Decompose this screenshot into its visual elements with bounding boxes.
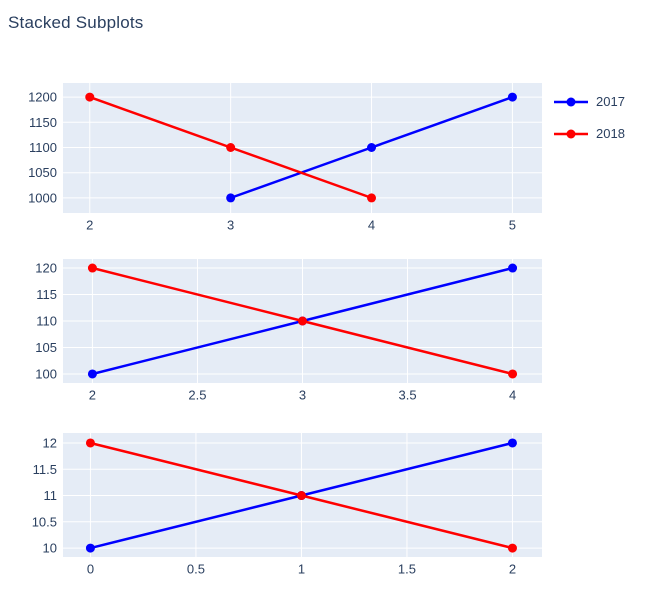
x-tick-label: 1 — [298, 562, 305, 577]
point-2018-x2[interactable] — [507, 543, 517, 553]
x-tick-label: 1.5 — [398, 562, 416, 577]
y-tick-label: 10 — [43, 541, 57, 556]
subplot-middle: 2 2.5 3 3.5 4 100 105 110 115 120 — [35, 259, 542, 403]
y-tick-label: 11.5 — [33, 462, 57, 477]
x-tick-label: 3 — [299, 388, 306, 403]
x-tick-label: 4 — [368, 218, 375, 233]
point-2018-x1[interactable] — [296, 491, 306, 501]
legend-sample-marker — [566, 97, 576, 107]
point-2018-x0[interactable] — [85, 438, 95, 448]
legend-item-2018[interactable]: 2018 — [553, 126, 625, 142]
subplot-top: 2 3 4 5 1000 1050 1100 1150 1200 — [28, 83, 542, 233]
y-tick-label: 105 — [35, 340, 57, 355]
legend-item-2017[interactable]: 2017 — [553, 94, 625, 110]
point-2017-x5[interactable] — [507, 92, 517, 102]
x-tick-label: 3 — [227, 218, 234, 233]
point-2017-x4[interactable] — [367, 142, 377, 152]
legend-sample-2018 — [554, 129, 588, 139]
plot-area-top[interactable] — [63, 83, 542, 213]
x-tick-label: 0 — [87, 562, 94, 577]
point-2017-x2[interactable] — [87, 369, 97, 379]
y-tick-label: 12 — [43, 436, 57, 451]
point-2018-x2[interactable] — [85, 92, 95, 102]
legend-sample-marker — [566, 129, 576, 139]
y-tick-label: 115 — [36, 287, 57, 302]
legend: 2017 2018 — [553, 94, 625, 142]
y-tick-label: 1050 — [28, 165, 57, 180]
figure-title: Stacked Subplots — [8, 13, 144, 32]
y-tick-label: 120 — [35, 261, 57, 276]
legend-label: 2018 — [596, 126, 625, 141]
y-tick-label: 1000 — [28, 190, 57, 205]
x-tick-label: 2.5 — [188, 388, 206, 403]
point-2017-x2[interactable] — [507, 438, 517, 448]
point-2018-x2[interactable] — [87, 263, 97, 273]
y-tick-label: 11 — [44, 488, 58, 503]
y-tick-label: 1200 — [28, 90, 57, 105]
legend-sample-2017 — [554, 97, 588, 107]
x-tick-label: 4 — [509, 388, 516, 403]
point-2018-x3[interactable] — [298, 316, 307, 326]
y-tick-label: 1150 — [29, 115, 57, 130]
x-tick-label: 2 — [86, 218, 93, 233]
point-2017-x3[interactable] — [226, 193, 236, 203]
y-tick-label: 1100 — [29, 140, 57, 155]
y-tick-label: 10.5 — [32, 514, 57, 529]
x-tick-label: 0.5 — [187, 562, 205, 577]
point-2018-x4[interactable] — [508, 369, 518, 379]
y-tick-label: 110 — [36, 314, 57, 329]
x-tick-label: 3.5 — [399, 388, 417, 403]
x-tick-label: 2 — [89, 388, 96, 403]
x-tick-label: 5 — [509, 218, 516, 233]
point-2018-x3[interactable] — [226, 142, 236, 152]
legend-label: 2017 — [596, 94, 625, 109]
point-2018-x4[interactable] — [367, 193, 377, 203]
point-2017-x4[interactable] — [508, 263, 518, 273]
point-2017-x0[interactable] — [85, 543, 95, 553]
y-tick-label: 100 — [35, 367, 57, 382]
x-tick-label: 2 — [509, 562, 516, 577]
